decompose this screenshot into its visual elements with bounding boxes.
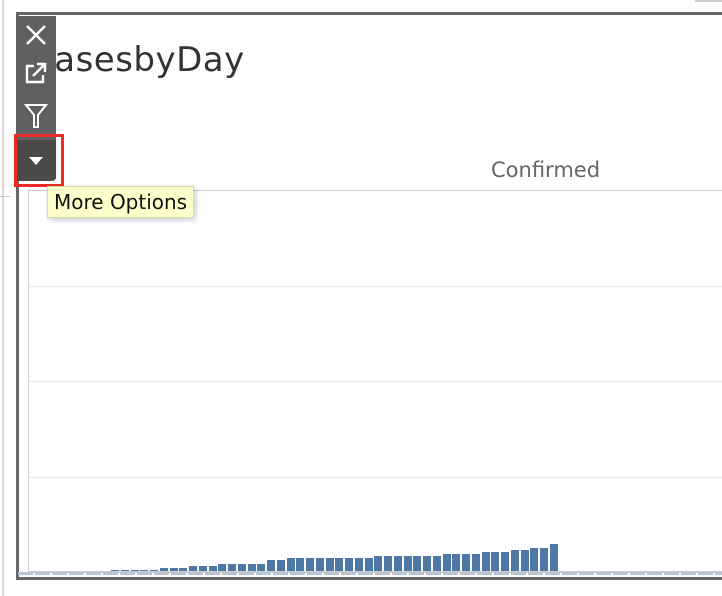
bar[interactable]: [413, 556, 422, 571]
bar[interactable]: [393, 556, 402, 571]
bar[interactable]: [169, 568, 178, 571]
bar[interactable]: [471, 554, 480, 571]
bar[interactable]: [130, 570, 139, 571]
highlight-box: [14, 134, 64, 187]
worksheet-frame: [16, 12, 722, 580]
filter-button[interactable]: [16, 97, 56, 135]
close-button[interactable]: [16, 16, 56, 54]
bar[interactable]: [510, 550, 519, 571]
bar[interactable]: [189, 566, 197, 571]
bar[interactable]: [432, 556, 441, 571]
page-edge: [2, 0, 4, 596]
bar[interactable]: [335, 558, 344, 571]
open-in-new-window-icon: [25, 62, 47, 84]
bar[interactable]: [179, 568, 188, 571]
worksheet-title: CasesbyDay: [30, 40, 245, 80]
bar[interactable]: [296, 558, 305, 571]
bar[interactable]: [150, 570, 158, 571]
bar[interactable]: [140, 570, 149, 571]
bar[interactable]: [530, 548, 539, 571]
bar[interactable]: [462, 554, 470, 571]
bar[interactable]: [218, 564, 227, 571]
bar[interactable]: [481, 552, 490, 571]
column-header-confirmed: Confirmed: [491, 158, 601, 182]
bar[interactable]: [237, 564, 246, 571]
open-in-new-window-button[interactable]: [16, 54, 56, 92]
bar[interactable]: [111, 570, 119, 571]
bar[interactable]: [228, 564, 236, 571]
bar[interactable]: [286, 558, 295, 571]
bar[interactable]: [403, 556, 412, 571]
bar[interactable]: [520, 550, 529, 571]
more-options-tooltip: More Options: [47, 186, 195, 218]
bar-chart-plot: [28, 190, 722, 573]
bar[interactable]: [364, 558, 373, 571]
gridline: [29, 286, 722, 287]
bar[interactable]: [501, 552, 509, 571]
more-options-button[interactable]: [16, 140, 56, 181]
bar[interactable]: [374, 556, 383, 571]
bar[interactable]: [354, 558, 363, 571]
bar[interactable]: [384, 556, 392, 571]
bar[interactable]: [325, 558, 334, 571]
gridline: [29, 477, 722, 478]
bar[interactable]: [491, 552, 500, 571]
bar[interactable]: [267, 560, 275, 571]
bar[interactable]: [247, 564, 256, 571]
caret-down-icon: [29, 156, 43, 165]
filter-icon: [24, 104, 48, 128]
bar[interactable]: [452, 554, 461, 571]
bar[interactable]: [276, 560, 285, 571]
bar[interactable]: [120, 570, 129, 571]
bar[interactable]: [540, 548, 548, 571]
bar[interactable]: [306, 558, 314, 571]
bar[interactable]: [159, 568, 168, 571]
divider: [0, 196, 10, 197]
bar[interactable]: [257, 564, 266, 571]
scroll-dash-bar: [18, 572, 722, 575]
worksheet-toolbar: [16, 16, 56, 181]
divider: [695, 0, 722, 2]
bar[interactable]: [549, 544, 558, 571]
bar[interactable]: [345, 558, 353, 571]
bar[interactable]: [198, 566, 207, 571]
bar[interactable]: [442, 554, 451, 571]
bar[interactable]: [315, 558, 324, 571]
close-icon: [26, 25, 46, 45]
bar[interactable]: [423, 556, 431, 571]
bar[interactable]: [208, 566, 217, 571]
gridline: [29, 381, 722, 382]
